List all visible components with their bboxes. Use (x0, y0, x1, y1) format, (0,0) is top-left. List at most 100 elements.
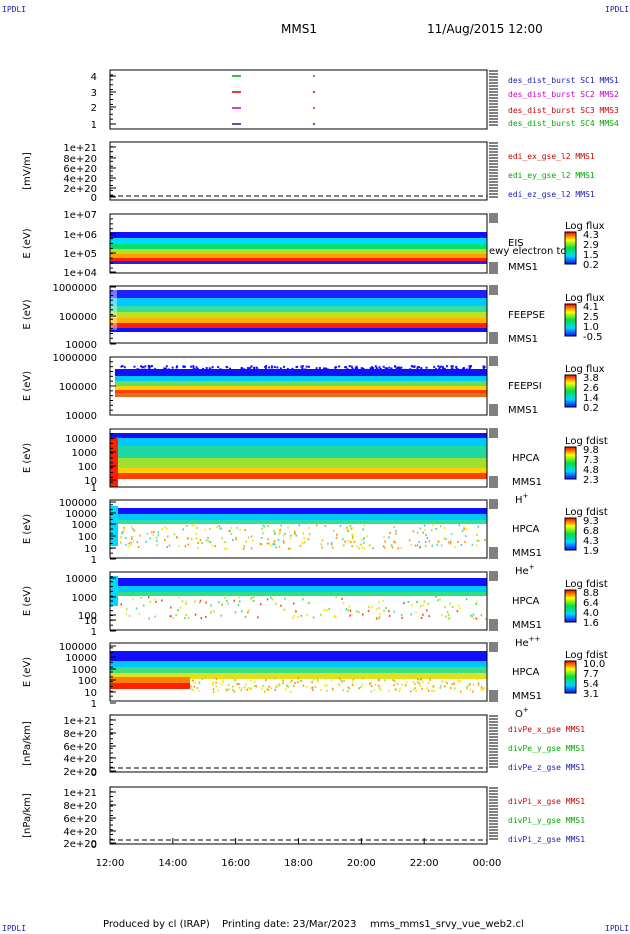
y-tick-label: 1000 (72, 448, 97, 459)
colorbar-tick: 8.8 (583, 588, 599, 599)
y-tick-label: 1e+21 (63, 143, 97, 154)
y-axis-label: E (eV) (22, 586, 33, 616)
colorbar-title: Log flux (565, 364, 605, 375)
y-tick-label: 100 (78, 462, 97, 473)
footer-produced-by: Produced by cl (IRAP) (103, 919, 210, 930)
legend-entry: divPi_x_gse MMS1 (508, 797, 585, 806)
corner-label-top-left: IPDLI (2, 5, 27, 14)
y-tick-label: 10000 (65, 340, 97, 351)
colorbar-tick: 3.8 (583, 373, 599, 384)
colorbar-tick: 6.8 (583, 526, 599, 537)
y-tick-label: 6e+20 (63, 742, 97, 753)
species-label: He+ (515, 563, 535, 577)
colorbar-title: Log fdist (565, 436, 608, 447)
y-tick-label: 10 (84, 616, 97, 627)
y-tick-label: 1000 (72, 593, 97, 604)
y-tick-label: 100 (78, 532, 97, 543)
y-tick-label: 1 (91, 483, 97, 494)
y-tick-label: 3 (91, 88, 97, 99)
y-axis-label: E (eV) (22, 371, 33, 401)
panel-hpca_h: 10000 1000 100 101 E (eV) HPCA MMS1 H+ Log fdist… (22, 428, 608, 506)
colorbar-tick: 0.2 (583, 260, 599, 271)
colorbar-tick: 2.6 (583, 383, 599, 394)
colorbar (564, 589, 577, 623)
legend-entry: des_dist_burst SC1 MMS1 (508, 76, 619, 85)
y-tick-label: 100000 (59, 498, 97, 509)
colorbar-tick: 7.3 (583, 455, 599, 466)
y-tick-label: 8e+20 (63, 801, 97, 812)
legend-entry: des_dist_burst SC2 MMS2 (508, 90, 619, 99)
y-axis-label: E (eV) (22, 299, 33, 329)
colorbar-tick: 10.0 (583, 659, 605, 670)
time-tick-label: 16:00 (221, 858, 250, 869)
y-tick-label: 0 (91, 193, 97, 204)
panel-frame (109, 786, 488, 845)
footer-script: mms_mms1_srvy_vue_web2.cl (370, 919, 524, 930)
time-tick-label: 20:00 (347, 858, 376, 869)
colorbar-tick: 4.8 (583, 465, 599, 476)
panel-frame (109, 69, 488, 130)
colorbar (564, 517, 577, 551)
colorbar-tick: 7.7 (583, 669, 599, 680)
legend-entry: divPi_z_gse MMS1 (508, 835, 585, 844)
corner-label-bottom-left: IPDLI (2, 924, 27, 933)
panel-feepsi: 1000000 100000 10000 E (eV) FEEPSI MMS1 Log fl… (22, 353, 605, 422)
y-tick-label: 10000 (65, 411, 97, 422)
colorbar-tick: 1.0 (583, 322, 599, 333)
y-tick-label: 1 (91, 555, 97, 566)
instrument-label: FEEPSI (508, 381, 542, 392)
instrument-label: HPCA (512, 667, 540, 678)
y-tick-label: 1 (91, 120, 97, 131)
y-tick-label: 10 (84, 476, 97, 487)
legend-entry: edi_ey_gse_l2 MMS1 (508, 171, 595, 180)
panel-eis: 1e+07 1e+06 1e+05 1e+04 E (eV) EIS MMS1 ewy ele… (22, 210, 605, 279)
colorbar-tick: 2.3 (583, 475, 599, 486)
colorbar-tick: -0.5 (583, 332, 603, 343)
species-label: He++ (515, 635, 541, 649)
y-axis-label: E (eV) (22, 514, 33, 544)
panel-burst: 4 3 2 1 des_dist_burst SC1 MMS1 des_dist_burs… (91, 69, 619, 131)
panel-feepse: 1000000 100000 10000 E (eV) FEEPSE MMS1 Log fl… (22, 283, 605, 351)
footer-printing-date: Printing date: 23/Mar/2023 (222, 919, 357, 930)
overlap-label: ewy electron to (489, 246, 567, 257)
colorbar (564, 374, 577, 408)
y-tick-label: 100000 (59, 642, 97, 653)
colorbar (564, 446, 577, 480)
y-tick-label: 4e+20 (63, 827, 97, 838)
instrument-label: MMS1 (512, 691, 542, 702)
y-tick-label: 8e+20 (63, 729, 97, 740)
y-axis-label: E (eV) (22, 443, 33, 473)
y-tick-label: 10000 (65, 653, 97, 664)
y-tick-label: 2e+20 (63, 184, 97, 195)
colorbar (564, 231, 577, 265)
colorbar-title: Log flux (565, 221, 605, 232)
time-tick-label: 00:00 (473, 858, 502, 869)
legend-entry: divPe_x_gse MMS1 (508, 725, 585, 734)
colorbar-tick: 1.6 (583, 618, 599, 629)
legend-entry: divPe_y_gse MMS1 (508, 744, 585, 753)
y-axis-label: [mV/m] (22, 152, 33, 190)
time-tick-label: 22:00 (410, 858, 439, 869)
y-tick-label: 1000 (72, 665, 97, 676)
legend-entry: divPe_z_gse MMS1 (508, 763, 585, 772)
species-label: O+ (515, 706, 529, 720)
colorbar (564, 660, 577, 694)
mission-title: MMS1 (281, 22, 317, 36)
y-tick-label: 1000 (72, 520, 97, 531)
y-tick-label: 10 (84, 688, 97, 699)
y-tick-label: 0 (91, 840, 97, 851)
time-tick-label: 18:00 (284, 858, 313, 869)
colorbar-tick: 1.5 (583, 250, 599, 261)
colorbar (564, 303, 577, 337)
y-tick-label: 4 (91, 72, 97, 83)
instrument-label: MMS1 (508, 334, 538, 345)
y-tick-label: 2 (91, 103, 97, 114)
y-tick-label: 10000 (65, 509, 97, 520)
legend-entry: des_dist_burst SC3 MMS3 (508, 106, 619, 115)
y-axis-label: [nPa/km] (22, 793, 33, 838)
